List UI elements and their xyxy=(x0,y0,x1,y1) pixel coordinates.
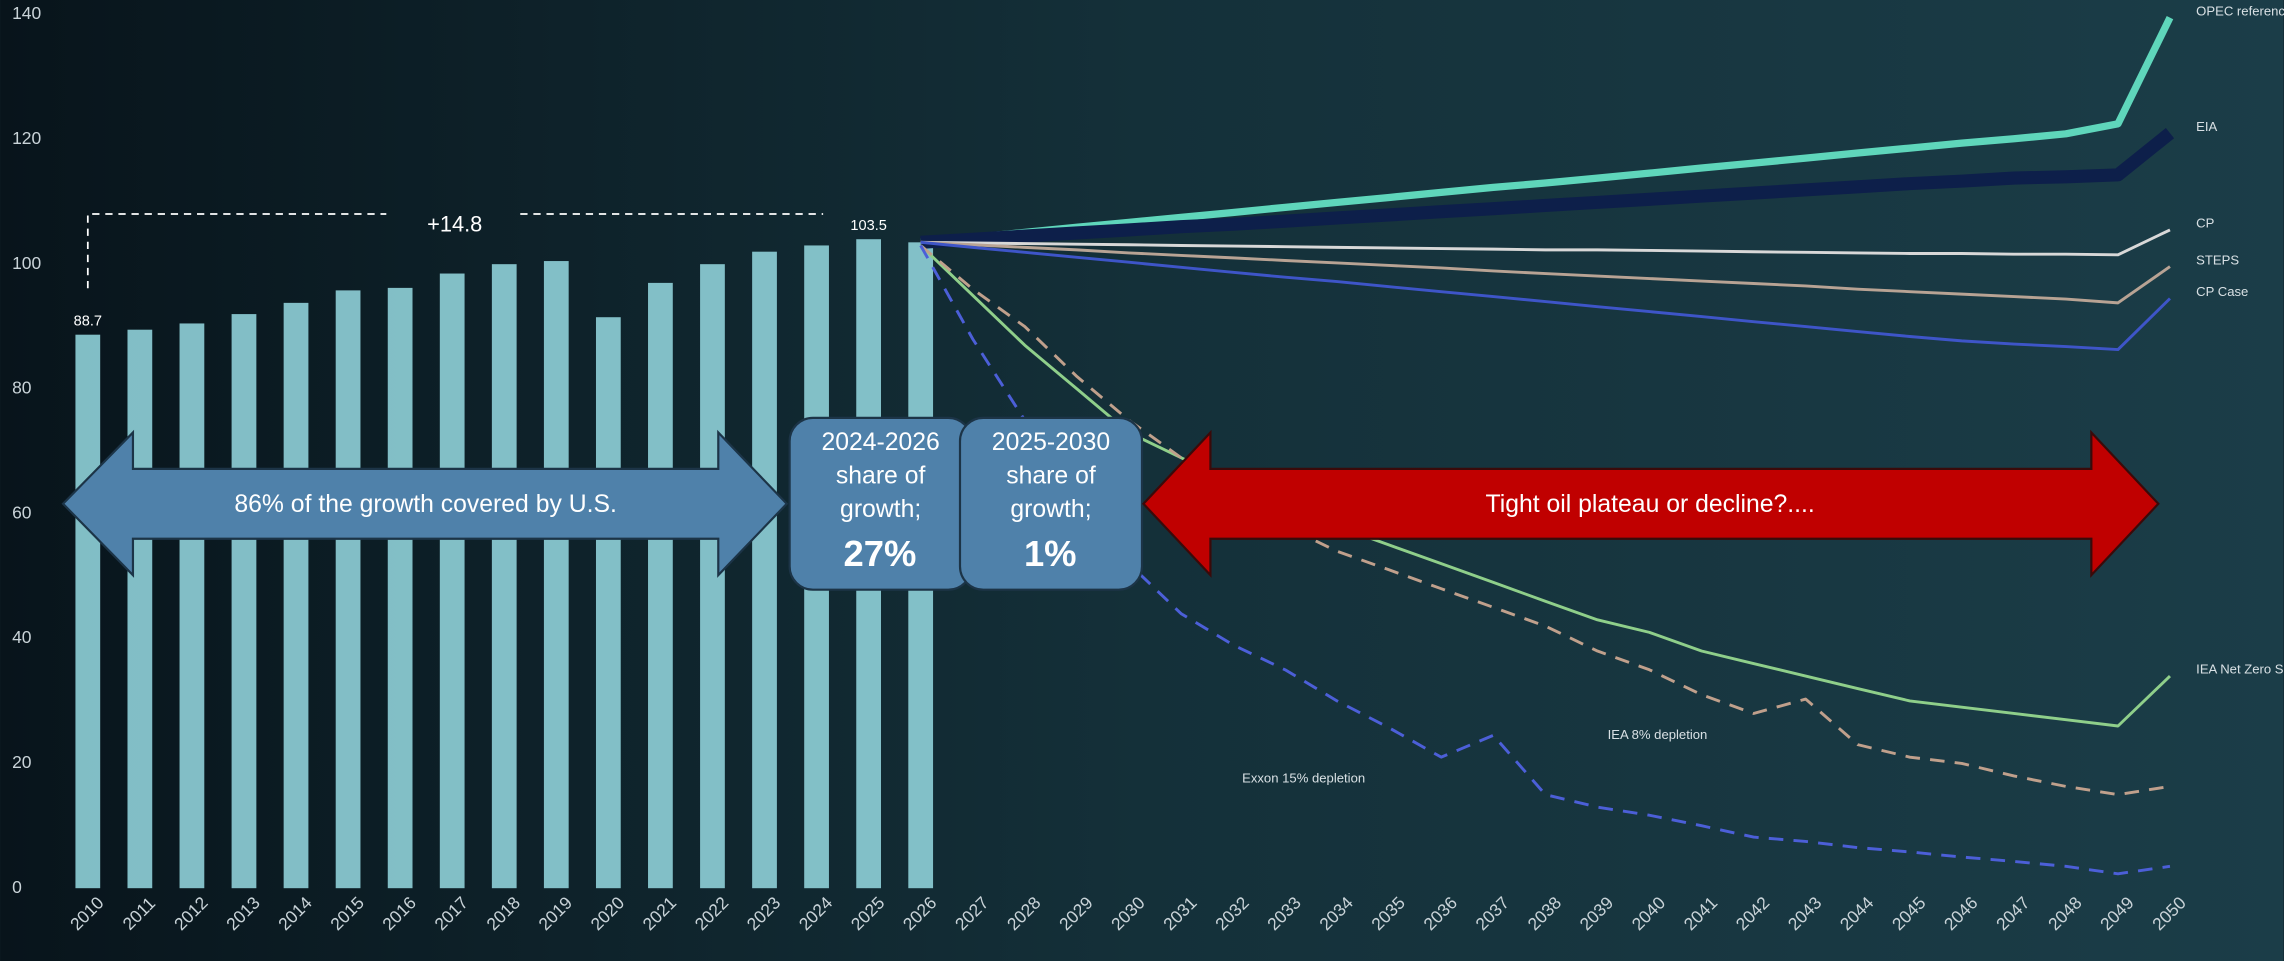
plateau-arrow-label: Tight oil plateau or decline?.... xyxy=(1486,491,1815,518)
plateau-arrow xyxy=(1141,429,2160,578)
bar xyxy=(231,314,257,889)
y-tick-label: 80 xyxy=(12,378,32,398)
bar xyxy=(335,290,361,889)
bar xyxy=(595,317,621,889)
bar xyxy=(700,264,725,889)
series-label: EIA xyxy=(2196,119,2217,134)
bar xyxy=(491,264,517,889)
us-arrow-label: 86% of the growth covered by U.S. xyxy=(234,491,616,518)
box-text-wrap: 2025-2030 share of growth; xyxy=(991,428,1111,523)
bar xyxy=(179,323,205,889)
box-value: 1% xyxy=(1024,533,1077,574)
box-text: 2025-2030 share of growth; xyxy=(991,428,1111,523)
series-label: Exxon 15% depletion xyxy=(1242,770,1365,785)
series-line xyxy=(920,240,2171,305)
y-tick-label: 140 xyxy=(12,3,41,23)
series-label: CP Case xyxy=(2196,284,2248,299)
bar xyxy=(127,329,153,889)
y-tick-label: 0 xyxy=(12,877,22,897)
series-label: OPEC reference case xyxy=(2196,3,2284,18)
bar xyxy=(439,273,465,889)
y-tick-label: 100 xyxy=(12,253,41,273)
series-label: IEA 8% depletion xyxy=(1608,727,1708,742)
y-tick-label: 120 xyxy=(12,128,41,148)
y-tick-label: 60 xyxy=(12,502,32,522)
y-tick-label: 40 xyxy=(12,627,32,647)
bar-label: 103.5 xyxy=(850,218,886,234)
bracket-label: +14.8 xyxy=(427,211,482,236)
bars: 88.7 103.5 xyxy=(74,218,934,889)
series-label: IEA Net Zero Scenario xyxy=(2196,662,2284,677)
bar xyxy=(75,334,101,889)
bracket xyxy=(86,213,824,289)
us-arrow xyxy=(61,429,789,578)
bar-label: 88.7 xyxy=(74,313,102,329)
series-line xyxy=(920,228,2171,257)
series-label: STEPS xyxy=(2196,252,2239,267)
box-text: 2024-2026 share of growth; xyxy=(821,428,940,523)
series-line xyxy=(919,244,2171,797)
series-line xyxy=(920,240,2171,352)
box-value: 27% xyxy=(843,533,916,574)
series-line xyxy=(920,16,2174,246)
y-tick-label: 20 xyxy=(12,752,32,772)
bar xyxy=(387,287,413,889)
series-line xyxy=(920,127,2175,249)
bar xyxy=(283,302,309,889)
bar xyxy=(543,261,569,889)
series-label: CP xyxy=(2196,215,2214,230)
box-text-wrap: 2024-2026 share of growth; xyxy=(821,428,940,523)
bar xyxy=(752,251,777,889)
bar xyxy=(648,282,673,889)
